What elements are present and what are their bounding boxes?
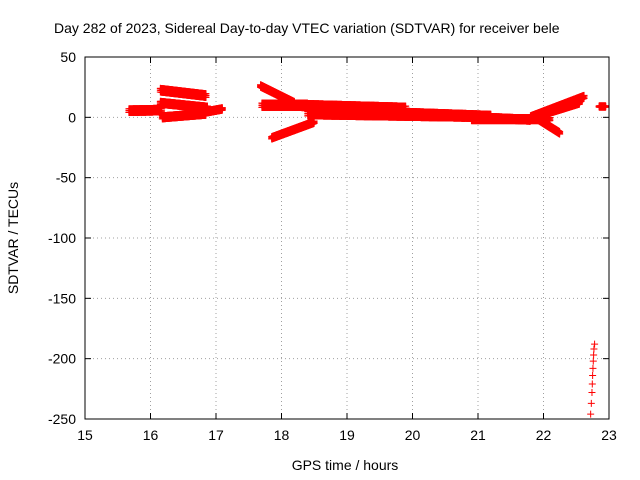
- y-tick-label: -250: [48, 411, 76, 427]
- y-tick-label: -150: [48, 290, 76, 306]
- y-tick-label: -100: [48, 230, 76, 246]
- x-tick-label: 21: [470, 427, 486, 443]
- x-tick-label: 22: [536, 427, 552, 443]
- y-tick-label: 50: [60, 49, 76, 65]
- x-tick-label: 16: [143, 427, 159, 443]
- x-tick-label: 15: [77, 427, 93, 443]
- chart-title: Day 282 of 2023, Sidereal Day-to-day VTE…: [54, 20, 560, 36]
- x-tick-label: 19: [339, 427, 355, 443]
- y-tick-label: -200: [48, 351, 76, 367]
- y-tick-label: -50: [56, 170, 76, 186]
- x-tick-label: 23: [601, 427, 617, 443]
- axis-ticks: 15 16 17 18 19 20 21 22 23 50 0 -50 -100 -150 -200 -250: [48, 49, 617, 443]
- x-tick-label: 17: [208, 427, 224, 443]
- x-tick-label: 20: [405, 427, 421, 443]
- x-tick-label: 18: [274, 427, 290, 443]
- data-point: [202, 90, 210, 98]
- data-points: [125, 81, 610, 418]
- y-tick-label: 0: [68, 109, 76, 125]
